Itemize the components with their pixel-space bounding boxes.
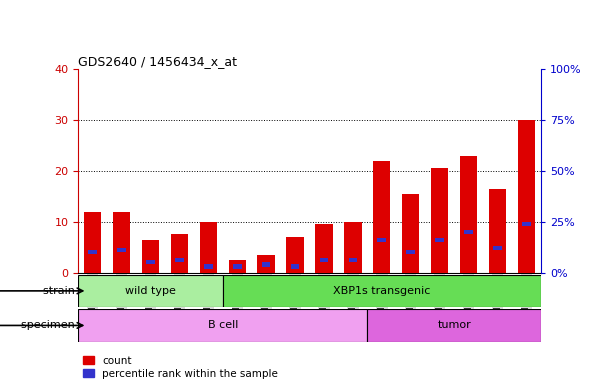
Bar xyxy=(373,161,391,273)
Bar xyxy=(431,168,448,273)
Bar xyxy=(88,250,97,254)
Bar xyxy=(228,260,246,273)
Bar xyxy=(406,250,415,254)
Bar xyxy=(460,156,477,273)
Bar xyxy=(146,260,155,265)
Legend: count, percentile rank within the sample: count, percentile rank within the sample xyxy=(84,356,278,379)
Bar xyxy=(287,237,304,273)
Bar xyxy=(493,246,502,250)
Bar xyxy=(377,238,386,242)
Bar xyxy=(200,222,217,273)
Bar xyxy=(223,275,541,307)
Bar xyxy=(464,230,473,234)
Bar xyxy=(171,235,188,273)
Bar xyxy=(113,212,130,273)
Bar xyxy=(262,263,270,266)
Bar xyxy=(117,248,126,252)
Bar xyxy=(233,265,242,268)
Text: B cell: B cell xyxy=(207,320,238,331)
Bar xyxy=(142,240,159,273)
Text: tumor: tumor xyxy=(438,320,471,331)
Text: GDS2640 / 1456434_x_at: GDS2640 / 1456434_x_at xyxy=(78,55,237,68)
Bar xyxy=(344,222,362,273)
Bar xyxy=(291,265,299,268)
Text: strain: strain xyxy=(43,286,78,296)
Text: XBP1s transgenic: XBP1s transgenic xyxy=(333,286,430,296)
Bar xyxy=(257,255,275,273)
Bar xyxy=(84,212,102,273)
Text: wild type: wild type xyxy=(125,286,176,296)
Bar xyxy=(204,265,213,268)
Bar xyxy=(320,258,328,263)
Text: specimen: specimen xyxy=(21,320,78,331)
Bar xyxy=(78,275,223,307)
Bar xyxy=(517,120,535,273)
Bar xyxy=(522,222,531,226)
Bar xyxy=(78,309,367,342)
Bar xyxy=(402,194,419,273)
Bar xyxy=(489,189,506,273)
Bar xyxy=(349,258,357,263)
Bar xyxy=(175,258,184,263)
Bar xyxy=(435,238,444,242)
Bar xyxy=(367,309,541,342)
Bar xyxy=(316,224,333,273)
